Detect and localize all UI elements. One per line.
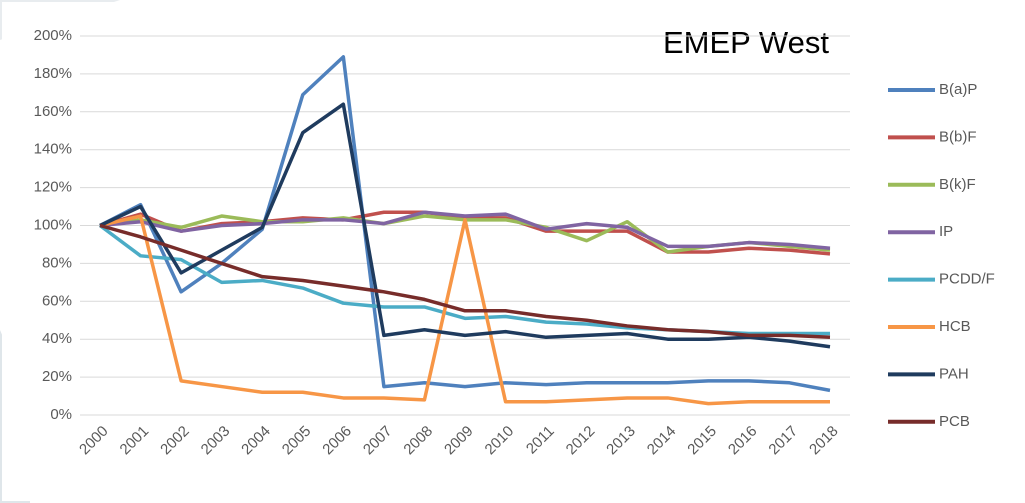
y-tick-label: 0% [50, 406, 72, 423]
series-line [99, 210, 831, 256]
legend-label: PCDD/F [939, 271, 995, 288]
y-tick-label: 120% [34, 179, 72, 196]
y-tick-label: 200% [34, 27, 72, 44]
legend-label: IP [939, 223, 953, 240]
y-tick-label: 40% [42, 330, 72, 347]
y-tick-label: 180% [34, 65, 72, 82]
legend-label: B(k)F [939, 176, 976, 193]
legend-label: PAH [939, 365, 969, 382]
y-tick-label: 80% [42, 254, 72, 271]
legend-label: B(a)P [939, 81, 977, 98]
y-tick-label: 100% [34, 216, 72, 233]
legend-label: B(b)F [939, 128, 977, 145]
legend-label: HCB [939, 318, 971, 335]
series-line [99, 210, 831, 250]
y-tick-label: 160% [34, 103, 72, 120]
series-line [99, 214, 830, 406]
y-tick-label: 60% [42, 292, 72, 309]
legend-label: PCB [939, 413, 970, 430]
y-tick-label: 20% [42, 368, 72, 385]
y-tick-label: 140% [34, 141, 72, 158]
series-line [99, 102, 831, 349]
chart-title: EMEP West [663, 25, 829, 60]
series-line [99, 223, 831, 340]
